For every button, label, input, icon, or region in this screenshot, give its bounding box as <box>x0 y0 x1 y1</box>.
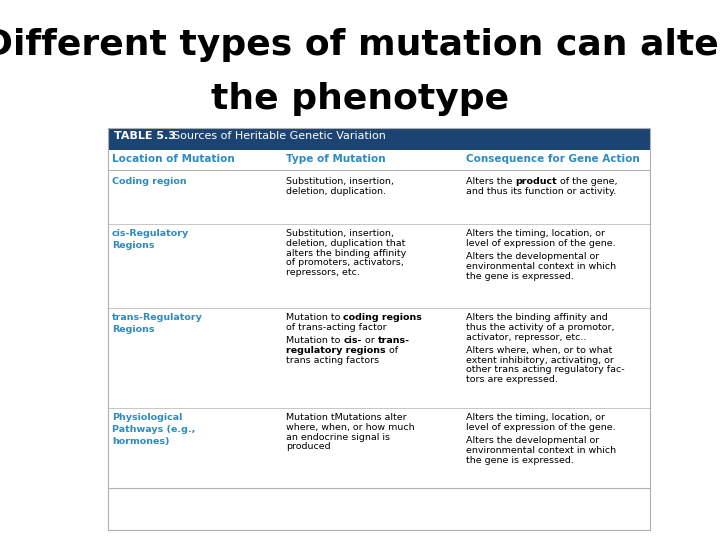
Text: extent inhibitory, activating, or: extent inhibitory, activating, or <box>466 356 614 364</box>
Text: activator, repressor, etc..: activator, repressor, etc.. <box>466 333 586 342</box>
Text: the gene is expressed.: the gene is expressed. <box>466 456 574 464</box>
Text: Substitution, insertion,: Substitution, insertion, <box>286 229 394 238</box>
Text: produced: produced <box>286 442 330 451</box>
Text: of trans-acting factor: of trans-acting factor <box>286 323 387 332</box>
Text: Mutation to: Mutation to <box>286 313 343 322</box>
Bar <box>108 128 650 530</box>
Text: Different types of mutation can alter: Different types of mutation can alter <box>0 28 720 62</box>
Text: Mutation to: Mutation to <box>286 336 343 345</box>
Text: Alters the developmental or: Alters the developmental or <box>466 436 599 445</box>
Text: product: product <box>516 177 557 186</box>
Text: Mutation tMutations alter: Mutation tMutations alter <box>286 413 407 422</box>
Text: Alters the: Alters the <box>466 177 516 186</box>
Text: level of expression of the gene.: level of expression of the gene. <box>466 423 616 432</box>
Text: and thus its function or activity.: and thus its function or activity. <box>466 187 616 196</box>
Text: environmental context in which: environmental context in which <box>466 262 616 271</box>
Text: Physiological
Pathways (e.g.,
hormones): Physiological Pathways (e.g., hormones) <box>112 413 195 446</box>
Text: of promoters, activators,: of promoters, activators, <box>286 259 404 267</box>
Text: or: or <box>361 336 377 345</box>
Text: regulatory regions: regulatory regions <box>286 346 386 355</box>
Text: environmental context in which: environmental context in which <box>466 446 616 455</box>
Text: cis-: cis- <box>343 336 361 345</box>
Text: the phenotype: the phenotype <box>211 82 509 116</box>
Text: trans-: trans- <box>377 336 410 345</box>
Text: TABLE 5.3: TABLE 5.3 <box>114 131 176 141</box>
Bar <box>108 128 650 150</box>
Text: level of expression of the gene.: level of expression of the gene. <box>466 239 616 248</box>
Text: repressors, etc.: repressors, etc. <box>286 268 360 277</box>
Text: thus the activity of a promotor,: thus the activity of a promotor, <box>466 323 614 332</box>
Text: other trans acting regulatory fac-: other trans acting regulatory fac- <box>466 366 625 374</box>
Text: coding regions: coding regions <box>343 313 422 322</box>
Text: deletion, duplication.: deletion, duplication. <box>286 187 386 196</box>
Text: Consequence for Gene Action: Consequence for Gene Action <box>466 154 640 164</box>
Text: Type of Mutation: Type of Mutation <box>286 154 386 164</box>
Text: the gene is expressed.: the gene is expressed. <box>466 272 574 281</box>
Text: alters the binding affinity: alters the binding affinity <box>286 248 406 258</box>
Text: deletion, duplication that: deletion, duplication that <box>286 239 405 248</box>
Text: trans-Regulatory
Regions: trans-Regulatory Regions <box>112 313 203 334</box>
Text: of: of <box>386 346 397 355</box>
Text: Alters the binding affinity and: Alters the binding affinity and <box>466 313 608 322</box>
Text: where, when, or how much: where, when, or how much <box>286 423 415 432</box>
Text: Alters the timing, location, or: Alters the timing, location, or <box>466 229 605 238</box>
Text: of the gene,: of the gene, <box>557 177 618 186</box>
Text: cis-Regulatory
Regions: cis-Regulatory Regions <box>112 229 189 250</box>
Text: Alters where, when, or to what: Alters where, when, or to what <box>466 346 612 355</box>
Text: trans acting factors: trans acting factors <box>286 356 379 364</box>
Text: an endocrine signal is: an endocrine signal is <box>286 433 390 442</box>
Text: tors are expressed.: tors are expressed. <box>466 375 558 384</box>
Text: Location of Mutation: Location of Mutation <box>112 154 235 164</box>
Text: Alters the timing, location, or: Alters the timing, location, or <box>466 413 605 422</box>
Text: Alters the developmental or: Alters the developmental or <box>466 252 599 261</box>
Text: Substitution, insertion,: Substitution, insertion, <box>286 177 394 186</box>
Text: Sources of Heritable Genetic Variation: Sources of Heritable Genetic Variation <box>166 131 386 141</box>
Text: Coding region: Coding region <box>112 177 186 186</box>
